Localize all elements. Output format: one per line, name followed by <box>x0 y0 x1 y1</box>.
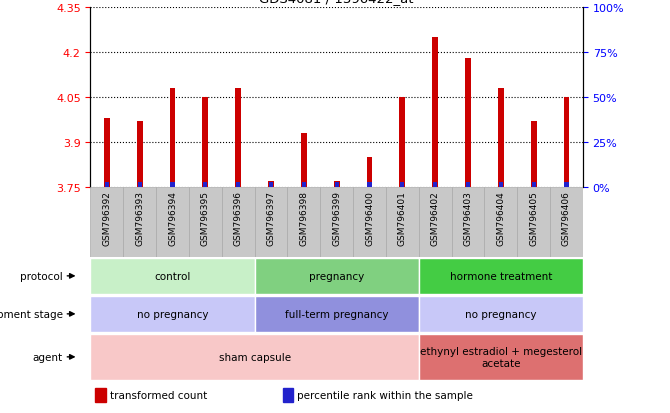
Text: no pregnancy: no pregnancy <box>137 309 208 319</box>
Bar <box>170 183 175 188</box>
Bar <box>400 183 405 188</box>
Bar <box>189 188 222 257</box>
Text: hormone treatment: hormone treatment <box>450 271 552 281</box>
Bar <box>484 188 517 257</box>
Bar <box>432 38 438 188</box>
Text: GSM796396: GSM796396 <box>234 191 243 246</box>
Bar <box>287 188 320 257</box>
Bar <box>564 183 569 188</box>
Bar <box>95 388 107 402</box>
Bar <box>550 188 583 257</box>
Text: GSM796395: GSM796395 <box>201 191 210 246</box>
Bar <box>366 157 373 188</box>
Text: control: control <box>154 271 191 281</box>
Bar <box>90 258 255 294</box>
Bar <box>137 121 143 188</box>
Text: GSM796398: GSM796398 <box>299 191 308 246</box>
Text: transformed count: transformed count <box>110 390 208 400</box>
Bar <box>399 97 405 188</box>
Bar <box>137 183 142 188</box>
Bar <box>90 334 419 380</box>
Text: agent: agent <box>33 352 63 362</box>
Bar <box>301 133 307 188</box>
Bar <box>105 183 109 188</box>
Text: GSM796405: GSM796405 <box>529 191 538 246</box>
Bar <box>236 183 241 188</box>
Bar <box>353 188 386 257</box>
Bar <box>531 121 537 188</box>
Bar <box>498 89 504 188</box>
Text: GSM796404: GSM796404 <box>496 191 505 245</box>
Bar <box>367 183 372 188</box>
Bar <box>269 183 273 188</box>
Text: protocol: protocol <box>20 271 63 281</box>
Text: GSM796400: GSM796400 <box>365 191 374 246</box>
Bar <box>419 258 583 294</box>
Bar <box>452 188 484 257</box>
Title: GDS4081 / 1396422_at: GDS4081 / 1396422_at <box>259 0 414 5</box>
Bar <box>531 183 536 188</box>
Bar <box>156 188 189 257</box>
Bar <box>255 188 287 257</box>
Text: sham capsule: sham capsule <box>218 352 291 362</box>
Bar <box>433 183 438 188</box>
Bar <box>563 97 570 188</box>
Bar <box>419 296 583 332</box>
Bar <box>123 188 156 257</box>
Bar <box>222 188 255 257</box>
Bar <box>517 188 550 257</box>
Bar <box>203 183 208 188</box>
Bar <box>419 334 583 380</box>
Bar <box>90 188 123 257</box>
Text: no pregnancy: no pregnancy <box>465 309 537 319</box>
Bar <box>466 183 470 188</box>
Bar <box>498 183 503 188</box>
Bar <box>170 89 176 188</box>
Bar <box>320 188 353 257</box>
Text: GSM796403: GSM796403 <box>464 191 472 246</box>
Bar <box>386 188 419 257</box>
Text: GSM796393: GSM796393 <box>135 191 144 246</box>
Text: GSM796394: GSM796394 <box>168 191 177 246</box>
Bar <box>334 181 340 188</box>
Bar <box>268 181 274 188</box>
Text: pregnancy: pregnancy <box>309 271 364 281</box>
Text: GSM796392: GSM796392 <box>103 191 111 246</box>
Bar <box>90 296 255 332</box>
Bar <box>235 89 241 188</box>
Bar <box>419 188 452 257</box>
Bar <box>255 296 419 332</box>
Text: GSM796406: GSM796406 <box>562 191 571 246</box>
Text: GSM796402: GSM796402 <box>431 191 440 245</box>
Bar <box>334 183 339 188</box>
Text: percentile rank within the sample: percentile rank within the sample <box>297 390 473 400</box>
Bar <box>465 59 471 188</box>
Bar <box>202 97 208 188</box>
Bar <box>255 258 419 294</box>
Text: GSM796399: GSM796399 <box>332 191 341 246</box>
Text: ethynyl estradiol + megesterol
acetate: ethynyl estradiol + megesterol acetate <box>420 346 582 368</box>
Text: GSM796397: GSM796397 <box>267 191 275 246</box>
Bar <box>104 119 110 188</box>
Text: GSM796401: GSM796401 <box>398 191 407 246</box>
Text: full-term pregnancy: full-term pregnancy <box>285 309 389 319</box>
Bar <box>302 183 306 188</box>
Bar <box>283 388 293 402</box>
Text: development stage: development stage <box>0 309 63 319</box>
